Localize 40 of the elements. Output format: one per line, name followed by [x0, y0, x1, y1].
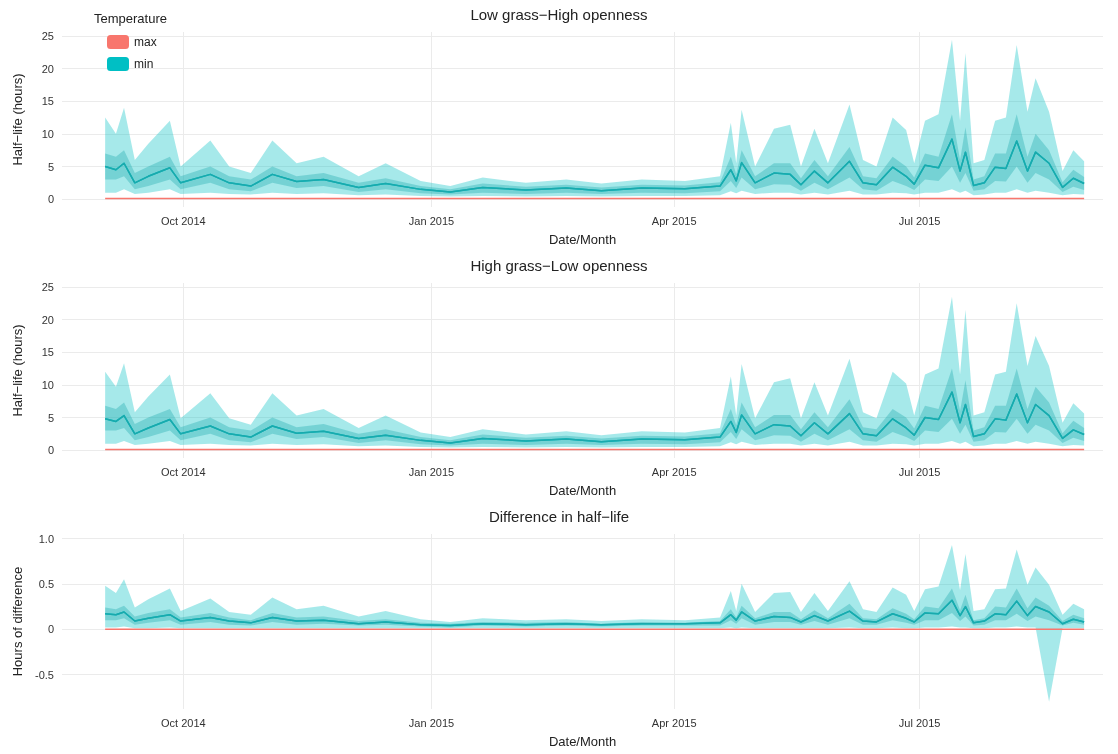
x-tick-label: Jan 2015 — [408, 465, 455, 478]
y-axis-title: Half−life (hours) — [10, 73, 25, 166]
x-tick-label: Oct 2014 — [161, 716, 206, 729]
y-tick-label: -0.5 — [35, 668, 54, 681]
y-tick-label: 0.5 — [38, 577, 54, 590]
y-tick-label: 20 — [41, 62, 54, 75]
y-tick-label: 15 — [41, 346, 54, 359]
legend-title: Temperature — [94, 11, 167, 26]
x-tick-label: Apr 2015 — [651, 465, 697, 478]
y-tick-label: 10 — [41, 378, 54, 391]
y-tick-label: 25 — [41, 280, 54, 293]
x-tick-label: Oct 2014 — [161, 214, 206, 227]
y-tick-label: 15 — [41, 95, 54, 108]
y-tick-label: 0 — [47, 623, 54, 636]
x-tick-label: Oct 2014 — [161, 465, 206, 478]
x-tick-label: Jul 2015 — [898, 465, 941, 478]
x-tick-label: Apr 2015 — [651, 214, 697, 227]
x-tick-label: Jul 2015 — [898, 716, 941, 729]
y-tick-label: 25 — [41, 29, 54, 42]
x-tick-label: Apr 2015 — [651, 716, 697, 729]
y-tick-label: 10 — [41, 127, 54, 140]
x-tick-label: Jan 2015 — [408, 716, 455, 729]
y-tick-label: 0 — [47, 444, 54, 457]
x-axis-title: Date/Month — [548, 734, 617, 749]
y-tick-label: 5 — [47, 411, 54, 424]
x-tick-label: Jan 2015 — [408, 214, 455, 227]
legend-label: min — [134, 57, 154, 71]
y-tick-label: 5 — [47, 160, 54, 173]
chart-title: Difference in half−life — [488, 508, 630, 525]
y-tick-label: 20 — [41, 313, 54, 326]
y-axis-title: Hours of difference — [10, 566, 25, 677]
y-tick-label: 1.0 — [38, 532, 54, 545]
y-tick-label: 0 — [47, 193, 54, 206]
legend-label: max — [134, 35, 157, 49]
x-tick-label: Jul 2015 — [898, 214, 941, 227]
chart-title: High grass−Low openness — [470, 257, 648, 274]
y-axis-title: Half−life (hours) — [10, 324, 25, 417]
chart-title: Low grass−High openness — [470, 6, 648, 23]
x-axis-title: Date/Month — [548, 483, 617, 498]
x-axis-title: Date/Month — [548, 232, 617, 247]
